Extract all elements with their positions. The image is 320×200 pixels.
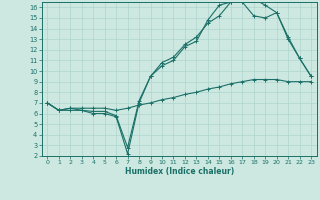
X-axis label: Humidex (Indice chaleur): Humidex (Indice chaleur) <box>124 167 234 176</box>
